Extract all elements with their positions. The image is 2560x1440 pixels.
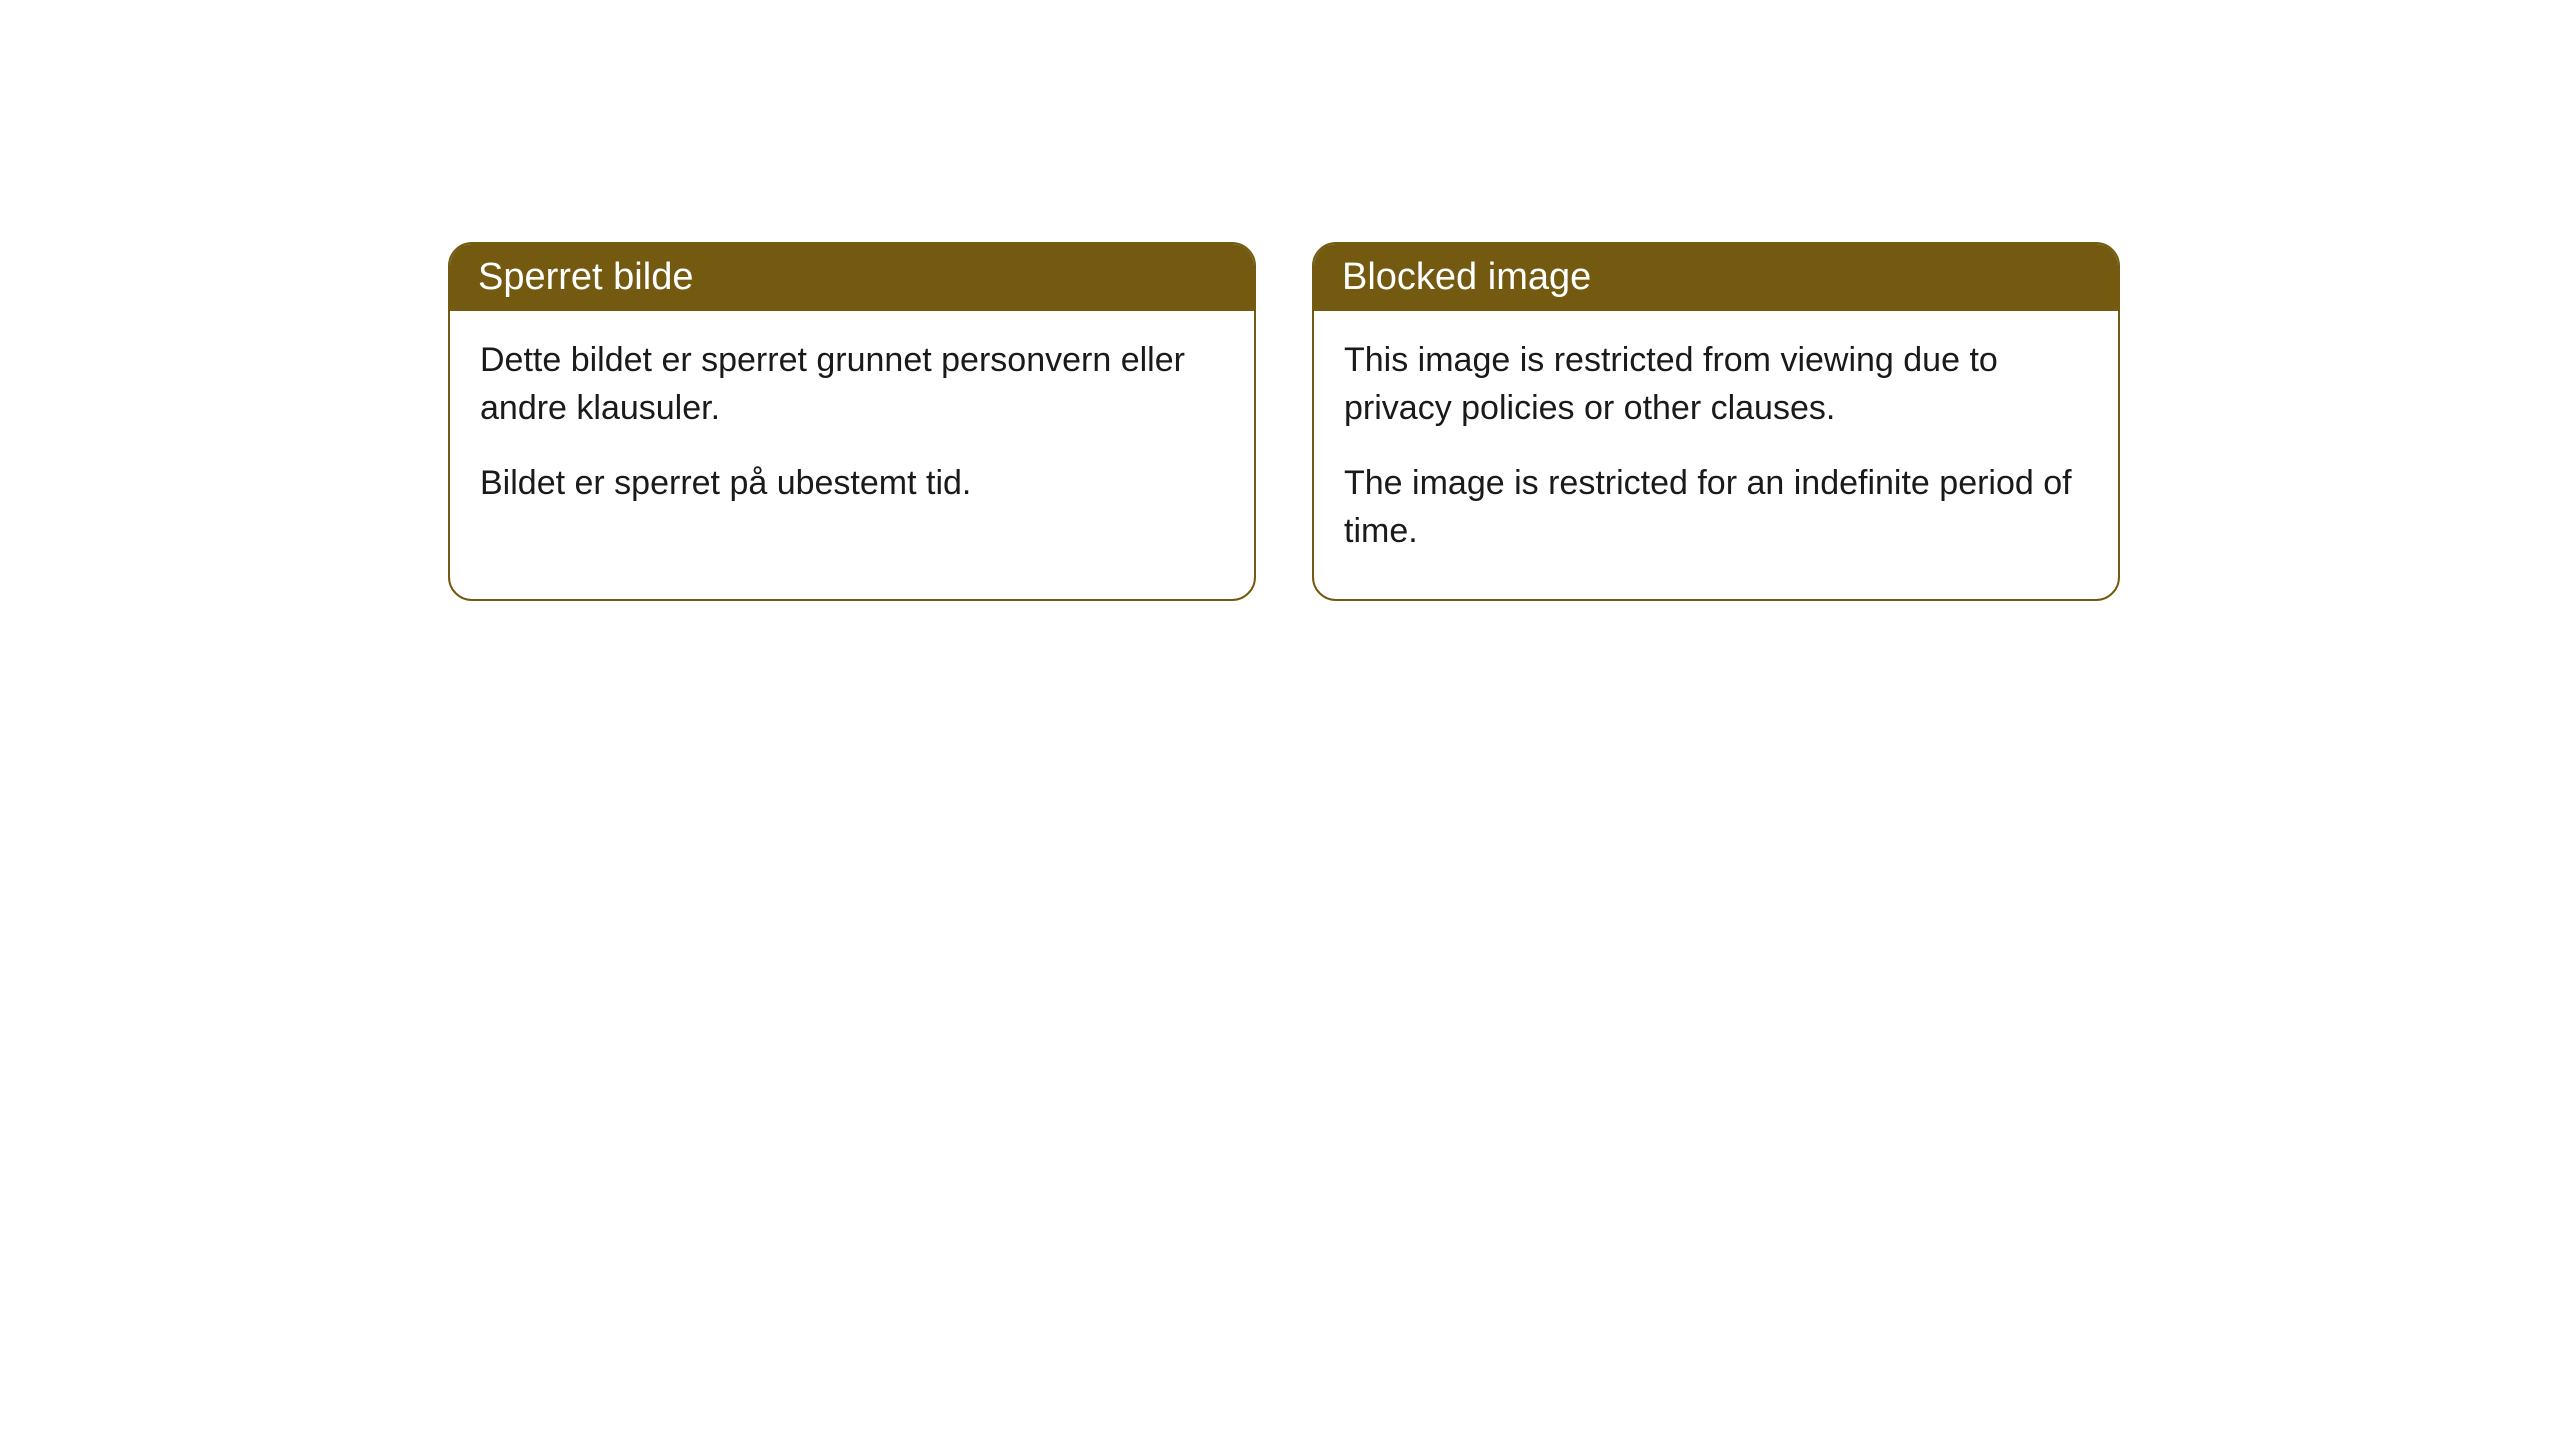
- card-paragraph-1: This image is restricted from viewing du…: [1344, 337, 2088, 432]
- card-title: Blocked image: [1342, 256, 1591, 298]
- card-body: Dette bildet er sperret grunnet personve…: [450, 311, 1254, 552]
- card-body: This image is restricted from viewing du…: [1314, 311, 2118, 599]
- blocked-image-card-norwegian: Sperret bilde Dette bildet er sperret gr…: [448, 242, 1256, 601]
- cards-container: Sperret bilde Dette bildet er sperret gr…: [448, 242, 2120, 601]
- card-header: Sperret bilde: [450, 244, 1254, 311]
- card-paragraph-2: The image is restricted for an indefinit…: [1344, 460, 2088, 555]
- blocked-image-card-english: Blocked image This image is restricted f…: [1312, 242, 2120, 601]
- card-header: Blocked image: [1314, 244, 2118, 311]
- card-paragraph-1: Dette bildet er sperret grunnet personve…: [480, 337, 1224, 432]
- card-paragraph-2: Bildet er sperret på ubestemt tid.: [480, 460, 1224, 508]
- card-title: Sperret bilde: [478, 256, 693, 298]
